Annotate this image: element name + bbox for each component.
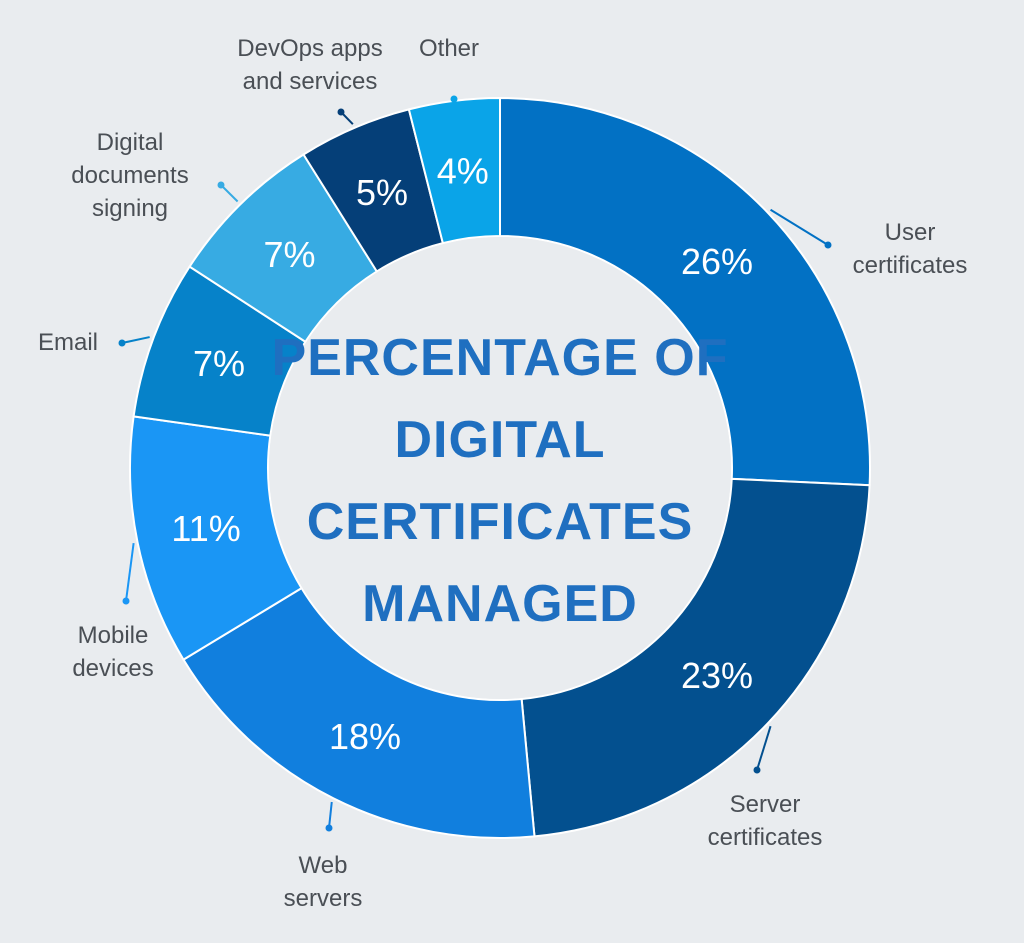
leader-dot-mobile-devices xyxy=(122,597,130,605)
leader-dot-devops-apps-and-services xyxy=(337,108,345,116)
leader-dot-user-certificates xyxy=(824,241,832,249)
slice-other xyxy=(407,96,501,245)
center-title-line: CERTIFICATES xyxy=(307,493,694,551)
category-label-line: documents xyxy=(71,162,188,189)
category-label-line: and services xyxy=(243,68,378,95)
leader-line-email xyxy=(121,336,150,344)
leader-dot-email xyxy=(118,339,126,347)
pct-label-devops-apps-and-services: 5% xyxy=(356,172,408,213)
category-label-line: certificates xyxy=(853,252,968,279)
pct-label-digital-documents-signing: 7% xyxy=(264,234,316,275)
category-label-line: Digital xyxy=(97,129,164,156)
category-label-line: DevOps apps xyxy=(237,35,382,62)
center-title-line: PERCENTAGE OF xyxy=(272,329,729,387)
pct-label-mobile-devices: 11% xyxy=(171,508,240,549)
leader-dot-other xyxy=(450,95,458,103)
slices-layer xyxy=(129,96,871,839)
category-label-line: devices xyxy=(72,655,153,682)
category-label-web-servers: Web servers xyxy=(284,852,363,912)
category-label-line: certificates xyxy=(708,824,823,851)
category-label-mobile-devices: Mobile devices xyxy=(72,622,153,682)
pct-label-other: 4% xyxy=(437,150,489,191)
category-label-other: Other xyxy=(419,35,479,62)
pct-label-user-certificates: 26% xyxy=(681,241,753,282)
center-title-line: MANAGED xyxy=(362,575,638,633)
pct-label-server-certificates: 23% xyxy=(681,655,753,696)
slice-server-certificates xyxy=(520,477,871,838)
leader-dot-server-certificates xyxy=(753,766,761,774)
category-label-email: Email xyxy=(38,329,98,356)
category-label-line: User xyxy=(885,219,936,246)
category-label-line: Web xyxy=(299,852,348,879)
pct-label-email: 7% xyxy=(193,343,245,384)
leader-dot-web-servers xyxy=(325,824,333,832)
percent-labels: 26% 23% 18% 11% 7% 7% 5% 4% xyxy=(171,150,753,757)
slice-user-certificates xyxy=(499,96,871,487)
slice-web-servers xyxy=(182,586,536,839)
category-label-line: servers xyxy=(284,885,363,912)
leader-line-server-certificates xyxy=(756,725,772,771)
leader-line-digital-documents-signing xyxy=(220,184,239,203)
leader-dot-digital-documents-signing xyxy=(217,181,225,189)
category-label-line: Other xyxy=(419,35,479,62)
leader-line-web-servers xyxy=(328,801,333,829)
category-label-line: Mobile xyxy=(78,622,149,649)
category-label-line: Email xyxy=(38,329,98,356)
category-label-user-certificates: User certificates xyxy=(853,219,968,279)
category-label-digital-documents-signing: Digital documents signing xyxy=(71,129,188,222)
leader-line-user-certificates xyxy=(770,208,829,246)
category-label-devops-apps-and-services: DevOps apps and services xyxy=(237,35,382,95)
category-label-line: Server xyxy=(730,791,801,818)
category-labels: User certificates Server certificates Web ser… xyxy=(38,35,967,912)
pct-label-web-servers: 18% xyxy=(329,716,401,757)
category-label-line: signing xyxy=(92,195,168,222)
center-title: PERCENTAGE OF DIGITAL CERTIFICATES MANAGED xyxy=(272,329,729,633)
category-label-server-certificates: Server certificates xyxy=(708,791,823,851)
center-hole xyxy=(269,237,731,699)
leader-line-mobile-devices xyxy=(125,542,135,602)
center-title-line: DIGITAL xyxy=(394,411,605,469)
